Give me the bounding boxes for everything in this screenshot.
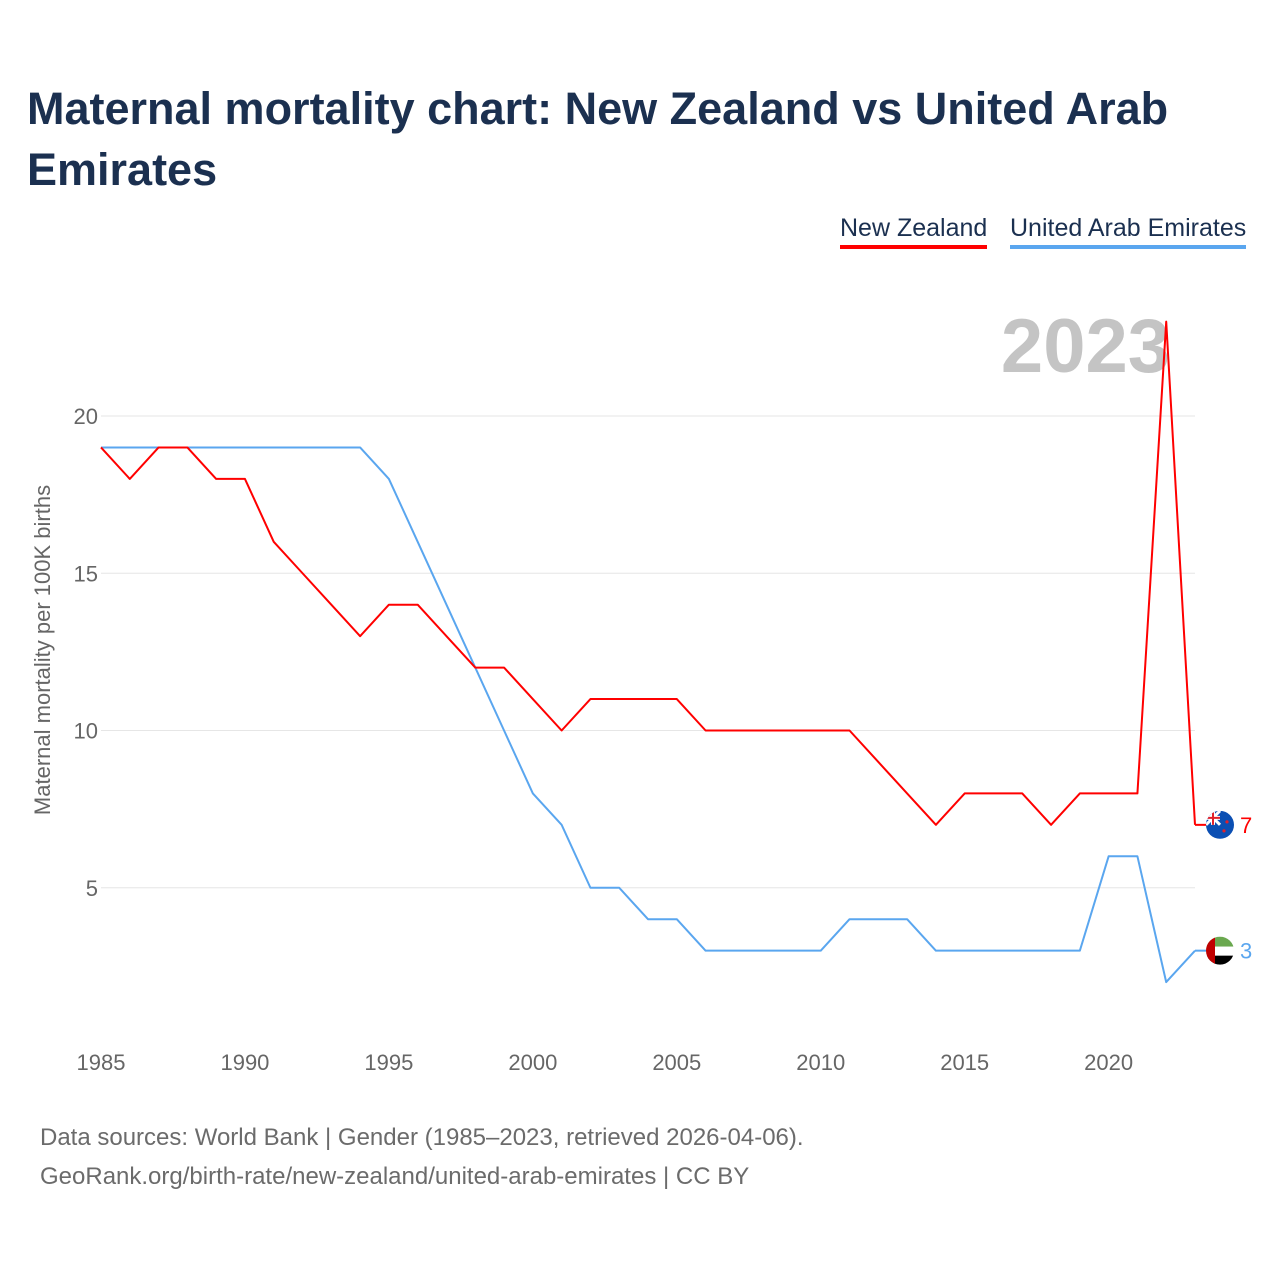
y-tick-label: 20 [74,404,98,429]
year-watermark: 2023 [1001,304,1170,389]
x-tick-label: 1990 [220,1050,269,1075]
end-value-label: 7 [1240,813,1252,838]
source-line: Data sources: World Bank | Gender (1985–… [40,1124,804,1151]
legend-new-zealand[interactable]: New Zealand [840,214,988,249]
series-line-new-zealand [100,320,1196,826]
source-note: Data sources: World Bank | Gender (1985–… [40,1118,804,1196]
uae-flag-icon [1206,936,1234,965]
legend-united-arab-emirates[interactable]: United Arab Emirates [1010,214,1247,249]
y-axis-label: Maternal mortality per 100K births [30,485,55,815]
x-tick-label: 1995 [364,1050,413,1075]
credit-line[interactable]: GeoRank.org/birth-rate/new-zealand/unite… [40,1163,750,1190]
x-tick-label: 2010 [796,1050,845,1075]
y-tick-label: 15 [74,561,98,586]
end-value-label: 3 [1240,939,1252,964]
x-tick-label: 2020 [1084,1050,1133,1075]
line-chart: 2023 5 10 15 20 1985 1990 1995 2000 2005 2010 2015 2… [30,304,1252,1075]
y-tick-label: 5 [86,876,98,901]
x-tick-label: 2015 [940,1050,989,1075]
x-tick-label: 2005 [652,1050,701,1075]
chart-title: Maternal mortality chart: New Zealand vs… [27,83,1169,195]
x-tick-label: 2000 [508,1050,557,1075]
x-tick-label: 1985 [77,1050,126,1075]
y-tick-label: 10 [74,719,98,744]
new-zealand-flag-icon [1206,810,1234,839]
series-line-united-arab-emirates [101,446,1196,984]
